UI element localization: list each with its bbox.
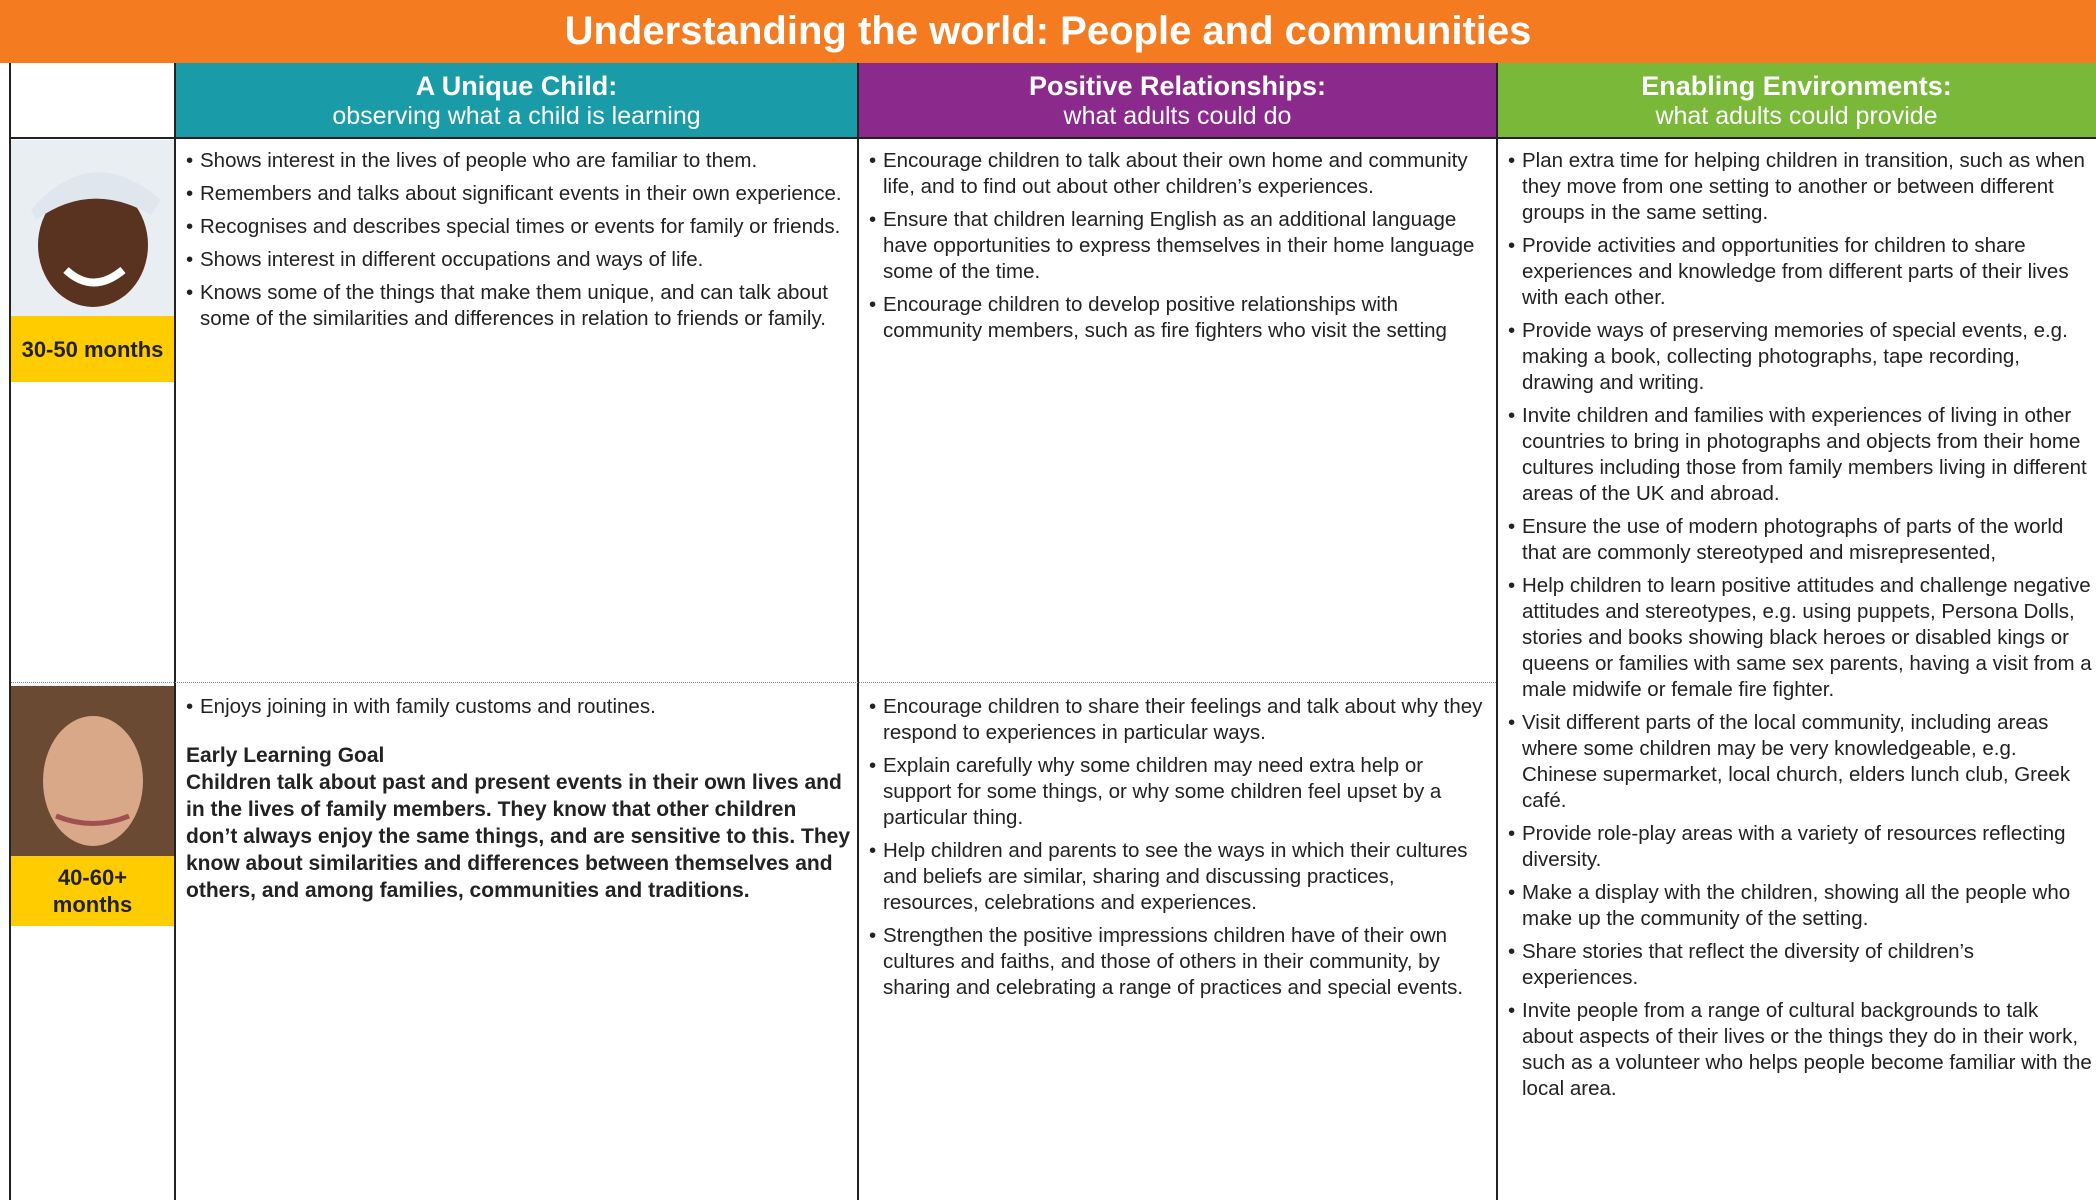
bullet-item: Help children to learn positive attitude… bbox=[1508, 573, 2094, 703]
cell: Encourage children to share their feelin… bbox=[859, 686, 1496, 1008]
goal-heading: Early Learning Goal bbox=[186, 744, 385, 767]
header-title: A Unique Child: bbox=[415, 71, 618, 101]
bullet-item: Shows interest in the lives of people wh… bbox=[186, 148, 851, 174]
bullet-list: Plan extra time for helping children in … bbox=[1508, 148, 2094, 1102]
bullet-item: Share stories that reflect the diversity… bbox=[1508, 939, 2094, 991]
border bbox=[174, 63, 176, 1200]
border bbox=[9, 137, 2096, 139]
bullet-item: Plan extra time for helping children in … bbox=[1508, 148, 2094, 226]
bullet-item: Provide activities and opportunities for… bbox=[1508, 233, 2094, 311]
cell: Shows interest in the lives of people wh… bbox=[176, 140, 857, 339]
header-subtitle: what adults could provide bbox=[1655, 102, 1938, 130]
border bbox=[9, 63, 11, 1200]
bullet-item: Remembers and talks about significant ev… bbox=[186, 181, 851, 207]
header-subtitle: what adults could do bbox=[1063, 102, 1292, 130]
cell: Encourage children to talk about their o… bbox=[859, 140, 1496, 351]
bullet-item: Knows some of the things that make them … bbox=[186, 280, 851, 332]
bullet-item: Invite children and families with experi… bbox=[1508, 403, 2094, 507]
header-title: Enabling Environments: bbox=[1641, 71, 1952, 101]
bullet-item: Encourage children to share their feelin… bbox=[869, 694, 1490, 746]
border bbox=[1496, 63, 1498, 1200]
divider bbox=[11, 682, 1496, 683]
border bbox=[857, 63, 859, 1200]
bullet-item: Make a display with the children, showin… bbox=[1508, 880, 2094, 932]
bullet-item: Ensure the use of modern photographs of … bbox=[1508, 514, 2094, 566]
header-title: Positive Relationships: bbox=[1028, 71, 1327, 101]
bullet-item: Invite people from a range of cultural b… bbox=[1508, 998, 2094, 1102]
bullet-item: Encourage children to talk about their o… bbox=[869, 148, 1490, 200]
title: Understanding the world: People and comm… bbox=[0, 0, 2096, 63]
bullet-item: Explain carefully why some children may … bbox=[869, 753, 1490, 831]
bullet-item: Ensure that children learning English as… bbox=[869, 207, 1490, 285]
age-label: 30-50 months bbox=[11, 316, 174, 382]
bullet-item: Shows interest in different occupations … bbox=[186, 247, 851, 273]
bullet-item: Visit different parts of the local commu… bbox=[1508, 710, 2094, 814]
bullet-list: Encourage children to talk about their o… bbox=[869, 148, 1490, 344]
goal-text: Children talk about past and present eve… bbox=[186, 771, 851, 902]
cell: Plan extra time for helping children in … bbox=[1498, 140, 2096, 1109]
bullet-item: Provide role-play areas with a variety o… bbox=[1508, 821, 2094, 873]
cell: Enjoys joining in with family customs an… bbox=[176, 686, 857, 904]
bullet-item: Enjoys joining in with family customs an… bbox=[186, 694, 851, 720]
bullet-list: Enjoys joining in with family customs an… bbox=[186, 694, 851, 720]
header: Positive Relationships: what adults could… bbox=[858, 63, 1497, 138]
header-subtitle: observing what a child is learning bbox=[332, 102, 701, 130]
header: Enabling Environments: what adults could … bbox=[1497, 63, 2096, 138]
photo bbox=[11, 140, 174, 316]
bullet-item: Recognises and describes special times o… bbox=[186, 214, 851, 240]
age-label: 40-60+ months bbox=[11, 856, 174, 926]
bullet-item: Provide ways of preserving memories of s… bbox=[1508, 318, 2094, 396]
bullet-item: Encourage children to develop positive r… bbox=[869, 292, 1490, 344]
bullet-list: Shows interest in the lives of people wh… bbox=[186, 148, 851, 332]
bullet-item: Help children and parents to see the way… bbox=[869, 838, 1490, 916]
header: A Unique Child: observing what a child is… bbox=[175, 63, 858, 138]
bullet-list: Encourage children to share their feelin… bbox=[869, 694, 1490, 1001]
photo bbox=[11, 686, 174, 856]
bullet-item: Strengthen the positive impressions chil… bbox=[869, 923, 1490, 1001]
